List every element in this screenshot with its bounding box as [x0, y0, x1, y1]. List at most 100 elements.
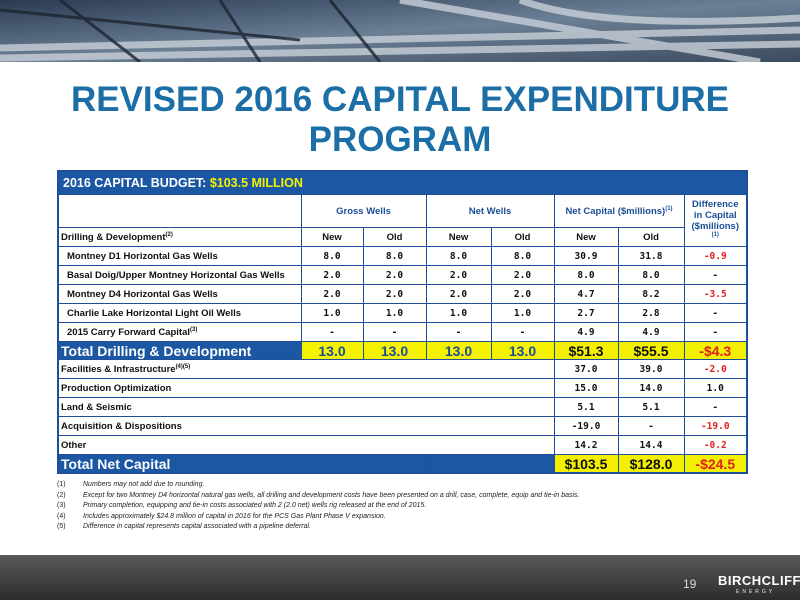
value-cell: 8.0: [362, 246, 427, 266]
total-value: 13.0: [425, 341, 492, 360]
row-label: Land & Seismic: [57, 397, 555, 417]
group-header: Gross Wells: [300, 194, 427, 228]
group-header: Net Capital ($millions)(1): [553, 194, 685, 228]
row-label-text: 2015 Carry Forward Capital: [67, 326, 191, 338]
total-value: -$24.5: [683, 454, 748, 474]
value-cell: 8.2: [617, 284, 685, 304]
value-cell: 2.0: [362, 265, 427, 285]
column-header-row: Drilling & Development(2) New Old New Old Ne…: [57, 227, 747, 247]
column-header: Old: [490, 227, 555, 247]
value-cell: 8.0: [490, 246, 555, 266]
value-cell: -: [683, 397, 748, 417]
total-label: Total Net Capital: [57, 454, 427, 474]
value-cell: -: [683, 303, 748, 323]
row-label: Basal Doig/Upper Montney Horizontal Gas …: [57, 265, 302, 285]
total-value: $128.0: [617, 454, 685, 474]
footnote-text: Numbers may not add due to rounding.: [83, 481, 205, 488]
difference-text: Difference in Capital ($millions): [691, 198, 740, 232]
column-header: New: [553, 227, 619, 247]
value-cell: 5.1: [553, 397, 619, 417]
footnote-ref: (1): [665, 205, 673, 212]
value-cell: 2.0: [490, 284, 555, 304]
value-cell: 30.9: [553, 246, 619, 266]
value-cell: 1.0: [300, 303, 364, 323]
value-cell: -: [683, 265, 748, 285]
data-row: Charlie Lake Horizontal Light Oil Wells 1…: [57, 303, 748, 323]
group-text: Net Wells: [468, 205, 512, 217]
budget-cell: 2016 CAPITAL BUDGET: $103.5 MILLION: [57, 170, 748, 195]
row-label-text: Total Drilling & Development: [61, 342, 252, 359]
budget-label: 2016 CAPITAL BUDGET:: [63, 176, 207, 190]
total-value: $103.5: [553, 454, 619, 474]
slide-title: REVISED 2016 CAPITAL EXPENDITURE PROGRAM: [70, 80, 730, 159]
total-value: -$4.3: [683, 341, 748, 360]
footnote: (3) Primary completion, equipping and tie…: [57, 502, 757, 513]
row-label: Production Optimization: [57, 378, 555, 398]
value-cell: -: [490, 322, 555, 342]
group-header: Net Wells: [425, 194, 555, 228]
row-label-text: Production Optimization: [61, 382, 172, 394]
footnote-ref: (3): [190, 326, 198, 333]
total-row: Total Drilling & Development 13.0 13.0 13.0…: [57, 341, 748, 360]
data-row: Production Optimization 15.0 14.0 1.0: [57, 378, 748, 398]
footnote: (5) Difference in capital represents capi…: [57, 523, 757, 534]
value-cell: 8.0: [300, 246, 364, 266]
value-cell: 1.0: [425, 303, 492, 323]
row-label-text: Facilities & Infrastructure: [61, 363, 176, 375]
logo: BIRCHCLIFF: [718, 573, 800, 588]
row-label: Acquisition & Dispositions: [57, 416, 555, 436]
value-cell: -: [617, 416, 685, 436]
row-label: Other: [57, 435, 555, 455]
blank-cell: [425, 454, 555, 474]
data-row: Facilities & Infrastructure(4)(5) 37.0 39.…: [57, 359, 748, 379]
total-row: Total Net Capital $103.5 $128.0 -$24.5: [57, 454, 748, 474]
value-cell: -19.0: [683, 416, 748, 436]
value-cell: 2.0: [425, 265, 492, 285]
value-cell: 14.2: [553, 435, 619, 455]
page-number: 19: [683, 577, 697, 591]
section-label: Drilling & Development(2): [57, 227, 302, 247]
value-cell: 31.8: [617, 246, 685, 266]
footnote-ref: (4)(5): [175, 363, 191, 370]
value-cell: -: [683, 322, 748, 342]
difference-header: Difference in Capital ($millions)(1): [683, 194, 748, 247]
value-cell: 1.0: [490, 303, 555, 323]
column-header: Old: [617, 227, 685, 247]
value-cell: 4.9: [617, 322, 685, 342]
row-label: Montney D4 Horizontal Gas Wells: [57, 284, 302, 304]
footnote-mark: (1): [57, 481, 66, 488]
value-cell: -: [425, 322, 492, 342]
value-cell: 1.0: [683, 378, 748, 398]
column-header: New: [300, 227, 364, 247]
value-cell: 15.0: [553, 378, 619, 398]
column-header: Old: [362, 227, 427, 247]
total-label: Total Drilling & Development: [57, 341, 302, 360]
row-label: Montney D1 Horizontal Gas Wells: [57, 246, 302, 266]
value-cell: 8.0: [553, 265, 619, 285]
group-text: Net Capital ($millions): [565, 205, 666, 217]
footnote: (1) Numbers may not add due to rounding.: [57, 481, 757, 492]
data-row: Montney D1 Horizontal Gas Wells 8.0 8.0 8.0…: [57, 246, 748, 266]
value-cell: -0.9: [683, 246, 748, 266]
empty-cell: [57, 194, 302, 228]
value-cell: 39.0: [617, 359, 685, 379]
footnote-ref: (1): [711, 231, 719, 238]
value-cell: 1.0: [362, 303, 427, 323]
value-cell: -19.0: [553, 416, 619, 436]
total-value: $51.3: [553, 341, 619, 360]
value-cell: 2.0: [300, 284, 364, 304]
value-cell: 37.0: [553, 359, 619, 379]
value-cell: 4.9: [553, 322, 619, 342]
group-text: Gross Wells: [336, 205, 391, 217]
data-row: Acquisition & Dispositions -19.0- -19.0: [57, 416, 748, 436]
value-cell: 2.0: [362, 284, 427, 304]
data-row: Other 14.2 14.4 -0.2: [57, 435, 748, 455]
row-label-text: Land & Seismic: [61, 401, 132, 413]
value-cell: 2.0: [490, 265, 555, 285]
value-cell: -3.5: [683, 284, 748, 304]
footnote-text: Primary completion, equipping and tie-in…: [83, 502, 427, 509]
footnote: (4) Includes approximately $24.8 million …: [57, 513, 757, 524]
total-value: 13.0: [300, 341, 364, 360]
value-cell: 2.0: [300, 265, 364, 285]
